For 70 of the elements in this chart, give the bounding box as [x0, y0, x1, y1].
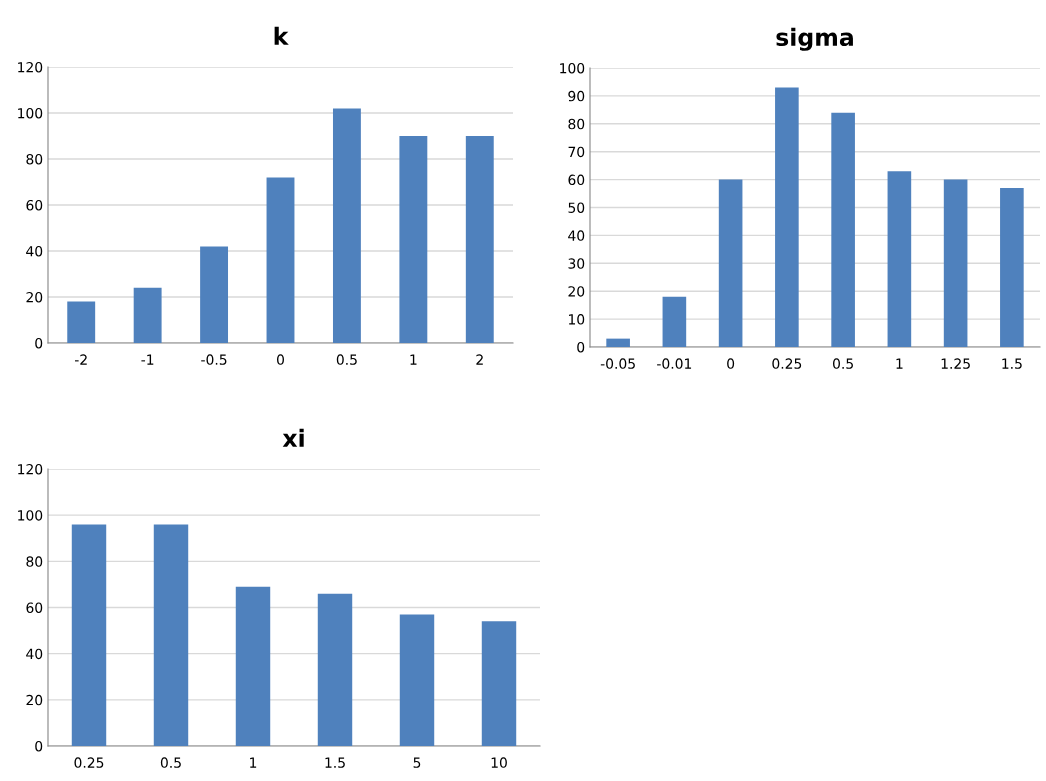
bar	[399, 614, 435, 746]
bar	[67, 301, 96, 343]
y-tick-label: 0	[577, 341, 585, 353]
bar	[332, 108, 361, 343]
bar	[662, 296, 687, 347]
y-tick-label: 80	[26, 153, 43, 165]
y-tick-label: 80	[26, 556, 43, 567]
x-tick-label: 0.25	[74, 757, 104, 768]
x-tick-label: -0.01	[657, 358, 692, 369]
bar	[71, 524, 107, 746]
y-tick-label: 40	[26, 648, 43, 660]
x-tick-label: 1.5	[1002, 358, 1022, 369]
bar	[235, 586, 271, 746]
bar	[606, 338, 630, 347]
y-tick-label: 100	[18, 510, 43, 521]
x-tick-label: 0.5	[160, 757, 181, 768]
y-tick-label: 20	[568, 286, 585, 297]
bar	[831, 112, 855, 347]
y-tick-label: 90	[568, 90, 585, 102]
y-tick-label: 10	[568, 314, 585, 325]
bar	[133, 287, 162, 343]
chart-title: xi	[282, 428, 304, 447]
bar	[317, 593, 353, 746]
bar	[1000, 187, 1024, 347]
y-tick-label: 100	[18, 107, 43, 119]
x-tick-label: 5	[413, 757, 421, 768]
chart-title: k	[274, 26, 289, 45]
y-tick-label: 0	[35, 337, 43, 349]
bar	[481, 621, 517, 746]
x-tick-label: 0	[277, 354, 284, 365]
y-tick-label: 50	[568, 202, 585, 213]
bar	[465, 136, 494, 343]
x-tick-label: 0.5	[833, 358, 853, 369]
x-tick-label: 10	[491, 757, 507, 768]
bar	[718, 179, 743, 347]
y-tick-label: 20	[26, 694, 43, 706]
bar	[887, 171, 912, 347]
y-tick-label: 80	[568, 118, 585, 130]
x-tick-label: -0.5	[201, 354, 227, 365]
y-tick-label: 40	[568, 230, 585, 241]
bar	[943, 179, 968, 347]
x-tick-label: -1	[141, 354, 154, 365]
x-tick-label: 2	[476, 354, 483, 365]
bar	[399, 136, 428, 343]
x-tick-label: -0.05	[600, 358, 635, 369]
y-tick-label: 30	[568, 258, 585, 269]
bar	[775, 87, 799, 347]
bar	[153, 524, 189, 746]
x-tick-label: 1	[250, 757, 257, 768]
x-tick-label: 1	[410, 354, 417, 365]
y-tick-label: 70	[568, 146, 585, 158]
x-tick-label: 1.25	[941, 358, 970, 369]
y-tick-label: 60	[568, 174, 585, 186]
x-tick-label: 1	[896, 358, 903, 369]
y-tick-label: 60	[26, 199, 43, 211]
bar	[200, 246, 229, 343]
x-tick-label: 0	[727, 358, 735, 369]
x-tick-label: 0.25	[772, 358, 802, 369]
x-tick-label: -2	[74, 354, 87, 365]
x-tick-label: 1.5	[325, 757, 345, 768]
y-tick-label: 0	[35, 740, 43, 752]
y-tick-label: 60	[26, 602, 43, 613]
y-tick-label: 100	[560, 62, 585, 74]
y-tick-label: 120	[18, 463, 43, 475]
chart-title: sigma	[776, 27, 853, 51]
x-tick-label: 0.5	[336, 354, 357, 365]
y-tick-label: 120	[18, 61, 43, 73]
y-tick-label: 20	[26, 291, 43, 303]
y-tick-label: 40	[26, 245, 43, 257]
bar	[266, 177, 295, 343]
